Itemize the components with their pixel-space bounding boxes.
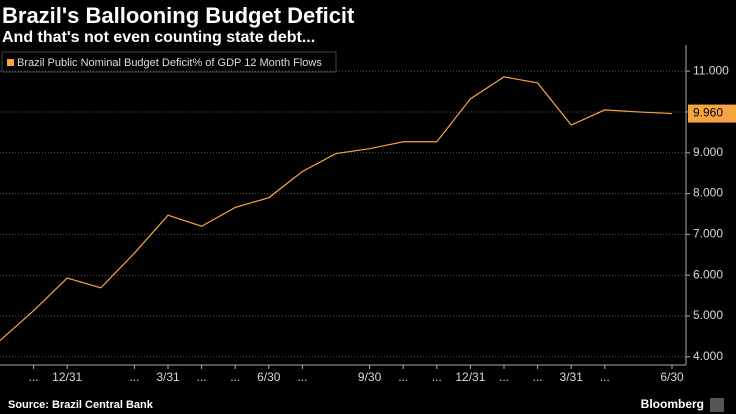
legend-box (1, 51, 337, 73)
brand-icon (710, 398, 724, 412)
x-tick-label: 3/31 (156, 370, 180, 384)
source: Source: Brazil Central Bank (8, 399, 154, 411)
chart-subtitle: And that's not even counting state debt.… (2, 29, 315, 46)
y-tick-label: 5.000 (693, 308, 723, 322)
x-tick-label: 9/30 (358, 370, 382, 384)
brand: Bloomberg (641, 397, 704, 411)
legend-swatch (7, 59, 14, 66)
last-value-tag (688, 104, 736, 123)
y-tick-label: 4.000 (693, 349, 723, 363)
x-tick-label: ... (533, 370, 543, 384)
line (0, 76, 673, 341)
legend-label: Brazil Public Nominal Budget Deficit% of… (17, 57, 322, 69)
y-tick-label: 9.000 (693, 145, 723, 159)
chart-title: Brazil's Ballooning Budget Deficit (2, 3, 355, 28)
x-tick-label: 6/30 (257, 370, 281, 384)
x-tick-label: ... (197, 370, 207, 384)
x-tick-label: 12/31 (455, 370, 485, 384)
y-tick-label: 7.000 (693, 227, 723, 241)
y-tick-label: 8.000 (693, 186, 723, 200)
x-tick-label: ... (129, 370, 139, 384)
x-tick-label: ... (297, 370, 307, 384)
y-tick-label: 11.000 (693, 63, 729, 77)
x-tick-label: ... (499, 370, 509, 384)
y-tick-label: 6.000 (693, 267, 723, 281)
x-tick-label: ... (600, 370, 610, 384)
x-tick-label: 12/31 (52, 370, 82, 384)
x-tick-label: ... (398, 370, 408, 384)
x-tick-label: 6/30 (660, 370, 684, 384)
x-tick-label: ... (432, 370, 442, 384)
x-tick-label: ... (29, 370, 39, 384)
x-tick-label: 3/31 (560, 370, 584, 384)
x-tick-label: ... (230, 370, 240, 384)
last-value-label: 9.960 (693, 106, 723, 120)
